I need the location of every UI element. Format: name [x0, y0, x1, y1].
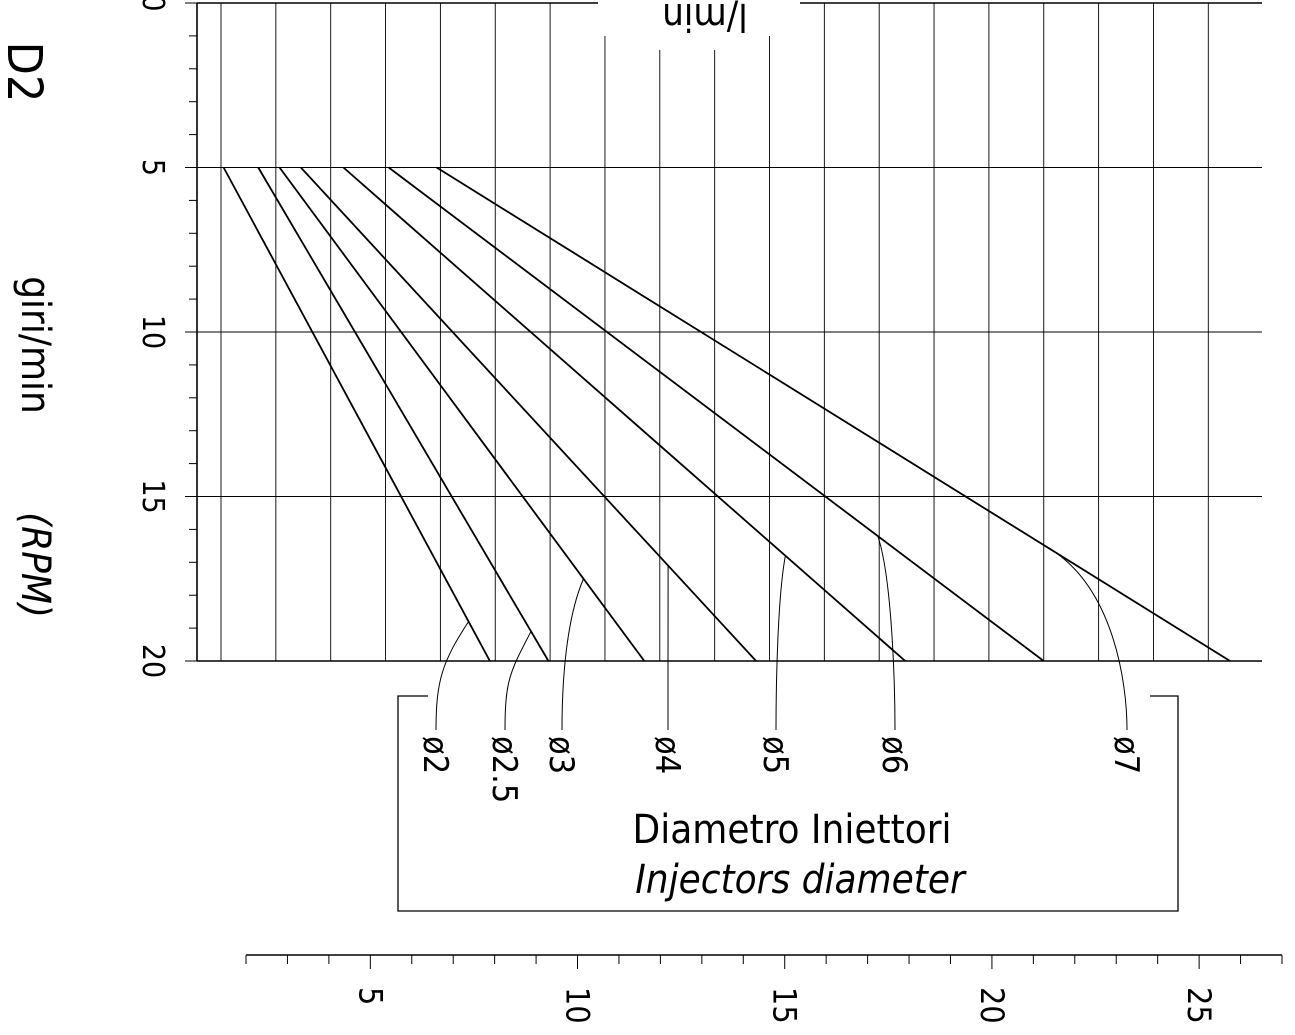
- series-label: ø6: [874, 736, 914, 774]
- series-line: [342, 166, 906, 662]
- leader-line: [504, 631, 532, 731]
- legend-box: [397, 695, 1179, 912]
- y-tick-label: 5: [135, 159, 170, 176]
- y-tick-label: 0: [135, 0, 170, 12]
- title-mask: [598, 0, 800, 34]
- chart-title-fragment: l/min: [662, 0, 748, 39]
- legend-title: Diametro Iniettori: [633, 807, 952, 853]
- x-tick-label: 25: [1180, 987, 1218, 1024]
- x-tick-label: 10: [559, 987, 597, 1024]
- x-axis: [245, 954, 1283, 969]
- y-tick-label: 20: [135, 644, 170, 678]
- series-label: ø2: [415, 736, 455, 774]
- x-tick-label: 5: [351, 987, 389, 1005]
- leader-line: [1055, 552, 1128, 731]
- y-axis-subtitle: (RPM): [12, 512, 58, 618]
- series-line: [257, 167, 550, 662]
- x-tick-label: 20: [973, 987, 1011, 1024]
- y-tick-labels: 0 5 10 15 20: [135, 0, 170, 678]
- leader-line: [775, 555, 786, 731]
- y-axis-title: giri/min: [12, 276, 58, 414]
- side-label-d2: D2: [0, 42, 52, 103]
- x-tick-labels: 5 10 15 20 25: [351, 987, 1218, 1024]
- series-line: [436, 166, 1231, 662]
- leader-line: [561, 578, 584, 731]
- series-labels: ø2 ø2.5 ø3 ø4 ø5 ø6 ø7: [415, 736, 1146, 803]
- y-tick-label: 10: [135, 315, 170, 349]
- series-line: [388, 166, 1045, 662]
- series-label: ø3: [541, 736, 581, 774]
- series-line: [278, 166, 646, 662]
- leader-line: [877, 535, 896, 731]
- legend-subtitle: Injectors diameter: [635, 857, 967, 903]
- series-line: [222, 167, 491, 662]
- chart-grid: [185, 2, 1262, 662]
- series-label: ø5: [755, 736, 795, 774]
- series-label: ø7: [1106, 736, 1146, 774]
- series-label: ø4: [647, 736, 687, 774]
- leader-line: [435, 621, 469, 731]
- series-line: [300, 166, 757, 662]
- y-tick-label: 15: [135, 479, 170, 513]
- series-leader-lines: [435, 535, 1128, 731]
- series-label: ø2.5: [484, 736, 524, 803]
- series-lines: [222, 166, 1231, 662]
- x-tick-label: 15: [766, 987, 804, 1024]
